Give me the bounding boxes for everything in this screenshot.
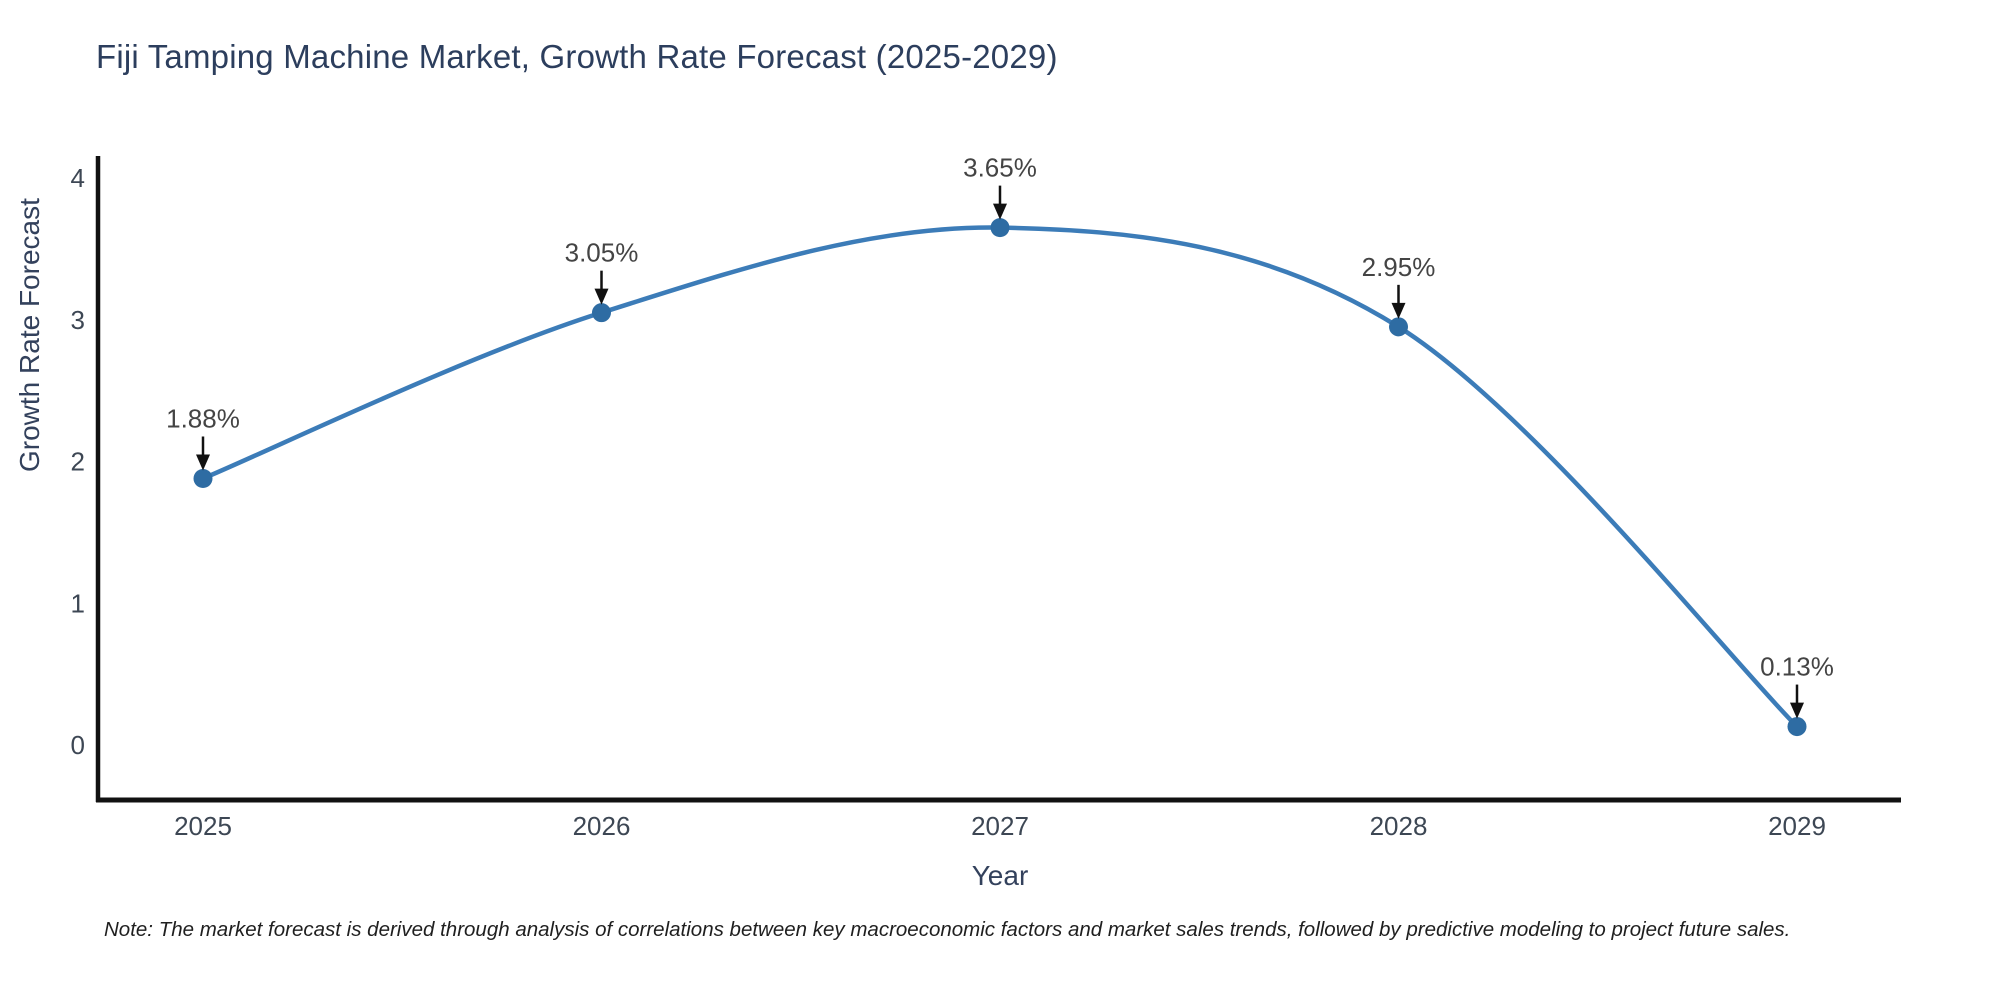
x-tick-label: 2025 [174, 811, 232, 841]
annotation-arrowhead [993, 203, 1007, 220]
chart-title: Fiji Tamping Machine Market, Growth Rate… [96, 38, 1058, 75]
data-point-marker [193, 469, 213, 489]
annotation-arrowhead [1790, 702, 1804, 719]
data-label: 0.13% [1760, 652, 1834, 682]
data-label: 3.65% [963, 153, 1037, 183]
y-tick-label: 2 [71, 447, 85, 477]
annotation-arrowhead [196, 454, 210, 471]
series-line [200, 225, 1800, 729]
y-tick-label: 4 [71, 163, 85, 193]
footnote: Note: The market forecast is derived thr… [104, 918, 1791, 941]
data-point-marker [990, 218, 1010, 238]
data-label: 3.05% [565, 238, 639, 268]
x-tick-label: 2026 [573, 811, 631, 841]
data-point-marker [1389, 317, 1408, 337]
x-tick-label: 2027 [971, 811, 1029, 841]
data-label: 2.95% [1362, 252, 1436, 282]
y-tick-label: 0 [71, 730, 85, 760]
x-tick-label: 2029 [1768, 811, 1826, 841]
x-axis-title: Year [971, 860, 1029, 891]
data-point-marker [592, 303, 611, 323]
y-tick-label: 3 [71, 305, 85, 335]
annotation-arrowhead [1391, 302, 1406, 319]
data-point-marker [1787, 717, 1807, 737]
annotation-arrowhead [594, 288, 609, 305]
data-label: 1.88% [166, 404, 240, 434]
x-tick-label: 2028 [1370, 811, 1428, 841]
y-tick-label: 1 [71, 588, 85, 618]
